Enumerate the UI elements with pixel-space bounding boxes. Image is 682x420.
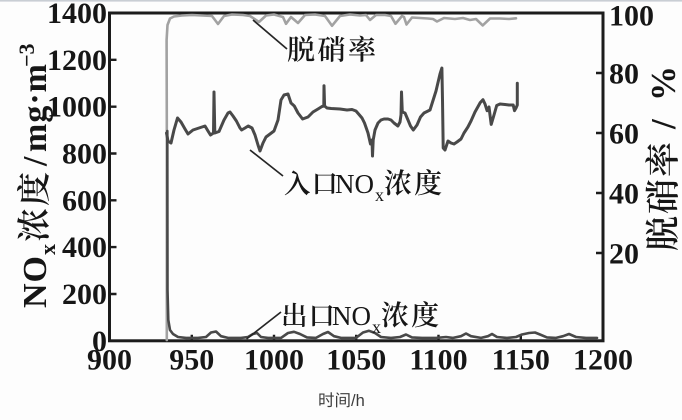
svg-text:%: % <box>644 66 682 101</box>
svg-text:40: 40 <box>609 178 639 211</box>
svg-text:100: 100 <box>609 0 654 33</box>
svg-text:950: 950 <box>169 344 214 377</box>
svg-text:1100: 1100 <box>409 344 467 377</box>
svg-text:20: 20 <box>609 238 639 271</box>
svg-text:1000: 1000 <box>244 344 304 377</box>
svg-text:NO: NO <box>332 301 371 331</box>
svg-text:/: / <box>17 156 54 167</box>
svg-text:/h: /h <box>351 392 365 410</box>
svg-text:NO: NO <box>17 255 54 308</box>
svg-text:x: x <box>372 317 381 337</box>
svg-text:mg·m: mg·m <box>17 63 54 152</box>
svg-text:400: 400 <box>62 231 107 264</box>
svg-text:x: x <box>375 185 384 205</box>
svg-text:1200: 1200 <box>573 344 633 377</box>
svg-text:0: 0 <box>92 325 107 358</box>
svg-text:1000: 1000 <box>47 91 107 124</box>
svg-text:−3: −3 <box>14 43 39 67</box>
svg-text:1150: 1150 <box>492 344 550 377</box>
svg-text:200: 200 <box>62 278 107 311</box>
svg-text:60: 60 <box>609 118 639 151</box>
svg-text:900: 900 <box>87 344 132 377</box>
svg-text:80: 80 <box>609 58 639 91</box>
svg-text:x: x <box>35 244 60 255</box>
svg-text:1200: 1200 <box>47 44 107 77</box>
svg-text:1050: 1050 <box>326 344 386 377</box>
svg-text:600: 600 <box>62 184 107 217</box>
svg-text:NO: NO <box>335 169 374 199</box>
svg-text:800: 800 <box>62 138 107 171</box>
svg-text:1400: 1400 <box>47 0 107 30</box>
svg-text:/: / <box>644 118 682 130</box>
